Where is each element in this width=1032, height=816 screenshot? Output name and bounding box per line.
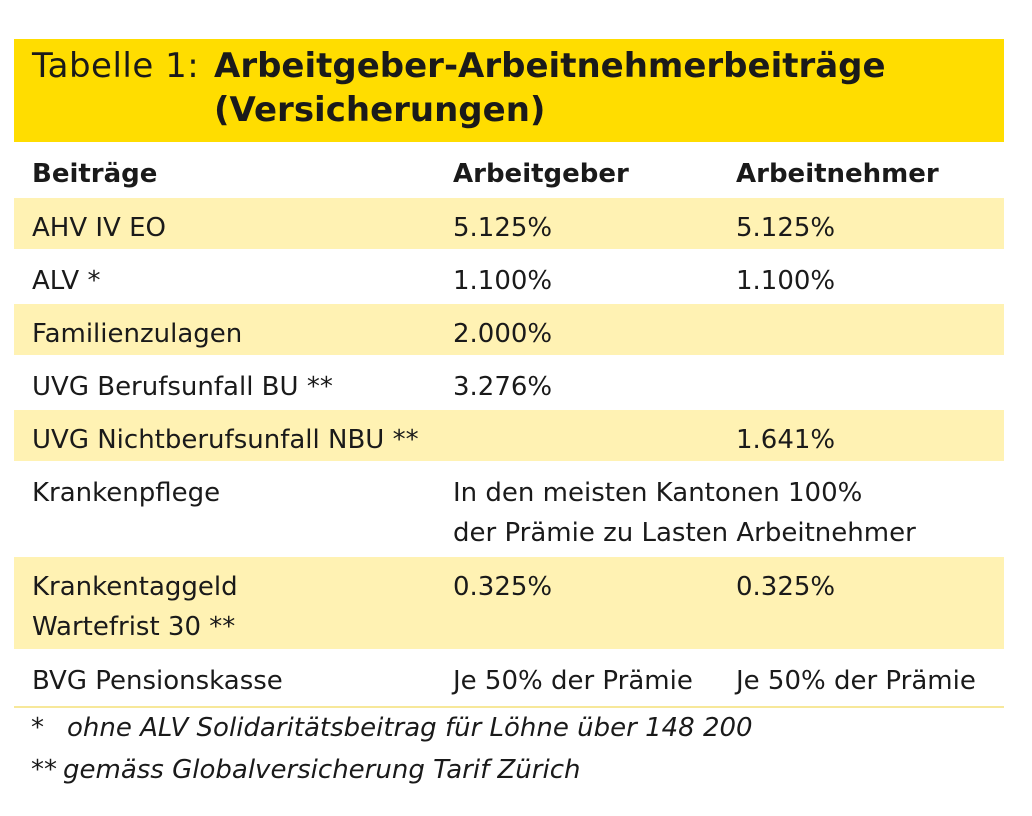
table-row: UVG Berufsunfall BU ** 3.276%: [14, 357, 1004, 410]
row-label: UVG Nichtberufsunfall NBU **: [32, 425, 419, 455]
row-label: ALV *: [32, 266, 101, 296]
row-label-line1: Krankentaggeld: [32, 572, 238, 602]
footnote-marker: *: [31, 713, 44, 743]
table-row: Familienzulagen 2.000%: [14, 304, 1004, 357]
employer-value: Je 50% der Prämie: [453, 666, 693, 696]
table-row: ALV * 1.100% 1.100%: [14, 251, 1004, 304]
employee-value: 1.100%: [736, 266, 836, 296]
row-label-line2: Wartefrist 30 **: [32, 612, 236, 642]
employer-value: In den meisten Kantonen 100% der Prämie …: [453, 473, 916, 553]
employee-value: 0.325%: [736, 572, 836, 602]
employee-value: 1.641%: [736, 425, 836, 455]
footnotes: * ohne ALV Solidaritätsbeitrag für Löhne …: [31, 707, 753, 791]
contribution-table: Tabelle 1: Arbeitgeber-Arbeitnehmerbeitr…: [14, 39, 1004, 708]
row-label: Krankenpflege: [32, 478, 221, 508]
footnote-1: * ohne ALV Solidaritätsbeitrag für Löhne …: [31, 707, 753, 749]
header-employer: Arbeitgeber: [453, 159, 629, 189]
table-title-line1: Arbeitgeber-Arbeitnehmerbeiträge: [214, 46, 886, 86]
table-header-row: Beiträge Arbeitgeber Arbeitnehmer: [14, 142, 1004, 198]
employee-value: Je 50% der Prämie: [736, 666, 976, 696]
employer-value: 1.100%: [453, 266, 553, 296]
employer-value: 3.276%: [453, 372, 553, 402]
employee-value: 5.125%: [736, 213, 836, 243]
table-bottom-rule: [14, 706, 1004, 708]
table-title-bar: Tabelle 1: Arbeitgeber-Arbeitnehmerbeitr…: [14, 39, 1004, 142]
employer-value: 5.125%: [453, 213, 553, 243]
table-row: AHV IV EO 5.125% 5.125%: [14, 198, 1004, 251]
row-label: Familienzulagen: [32, 319, 243, 349]
table-number-label: Tabelle 1:: [32, 46, 200, 86]
footnote-text: ohne ALV Solidaritätsbeitrag für Löhne ü…: [67, 713, 753, 743]
footnote-text: gemäss Globalversicherung Tarif Zürich: [63, 755, 581, 785]
row-label: Krankentaggeld Wartefrist 30 **: [32, 567, 238, 647]
table-row: UVG Nichtberufsunfall NBU ** 1.641%: [14, 410, 1004, 463]
table-row: Krankentaggeld Wartefrist 30 ** 0.325% 0…: [14, 557, 1004, 651]
table-title: Arbeitgeber-Arbeitnehmerbeiträge (Versic…: [214, 44, 886, 132]
table-title-line2: (Versicherungen): [214, 90, 546, 130]
row-label: BVG Pensionskasse: [32, 666, 283, 696]
row-label: AHV IV EO: [32, 213, 166, 243]
row-label: UVG Berufsunfall BU **: [32, 372, 333, 402]
header-contributions: Beiträge: [32, 159, 158, 189]
table-row: Krankenpflege In den meisten Kantonen 10…: [14, 463, 1004, 557]
employer-value: 0.325%: [453, 572, 553, 602]
table-row: BVG Pensionskasse Je 50% der Prämie Je 5…: [14, 651, 1004, 704]
footnote-marker: **: [31, 755, 57, 785]
employer-value: 2.000%: [453, 319, 553, 349]
employer-value-line2: der Prämie zu Lasten Arbeitnehmer: [453, 518, 916, 548]
employer-value-line1: In den meisten Kantonen 100%: [453, 478, 863, 508]
footnote-2: ** gemäss Globalversicherung Tarif Zürich: [31, 749, 753, 791]
header-employee: Arbeitnehmer: [736, 159, 939, 189]
